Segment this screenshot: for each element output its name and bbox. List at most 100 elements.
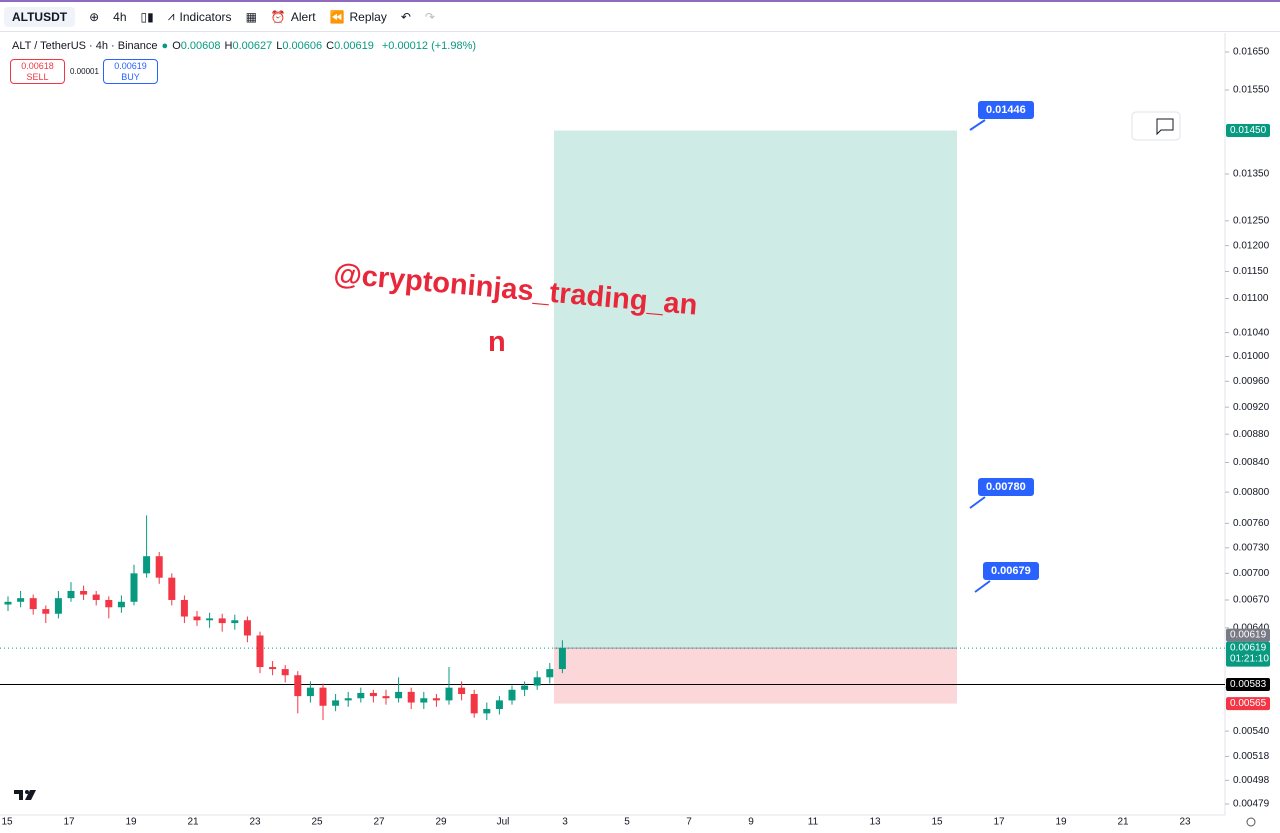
candle-body	[117, 601, 125, 608]
candle-body	[218, 618, 226, 624]
y-tick-label: 0.00518	[1233, 751, 1270, 762]
alert[interactable]: ⏰ Alert	[270, 9, 316, 24]
chart-type-icon[interactable]: ▯▮	[140, 9, 154, 24]
candle-body	[168, 577, 176, 600]
y-tick-label: 0.01040	[1233, 327, 1270, 338]
y-tick-label: 0.00730	[1233, 542, 1270, 553]
candle-body	[281, 669, 289, 676]
symbol[interactable]: ALTUSDT	[4, 6, 76, 27]
y-tick-label: 0.01000	[1233, 351, 1270, 362]
y-tick-label: 0.00920	[1233, 402, 1270, 413]
candle-body	[357, 692, 365, 699]
indicators-label: Indicators	[179, 9, 232, 24]
candle-body	[29, 598, 37, 610]
callout-pointer	[974, 580, 991, 593]
x-tick-label: 13	[869, 817, 881, 828]
y-tick-label: 0.00670	[1233, 595, 1270, 606]
replay[interactable]: ⏪ Replay	[329, 9, 387, 24]
y-tick-label: 0.00479	[1233, 799, 1270, 810]
y-tick-label: 0.01550	[1233, 85, 1270, 96]
y-tick-label: 0.00800	[1233, 487, 1270, 498]
layouts[interactable]: ▦	[245, 9, 257, 24]
candle-body	[495, 700, 503, 710]
loss-zone	[554, 648, 957, 704]
candle-body	[155, 556, 163, 578]
candle-body	[458, 687, 466, 694]
ohlc-key: L	[276, 40, 283, 52]
compare[interactable]: ⊕	[89, 9, 100, 24]
candle-body	[67, 590, 75, 599]
callout-pointer	[969, 119, 986, 131]
candle-body	[546, 669, 554, 678]
ohlc-value: 0.00608	[180, 40, 221, 52]
target-price-label-text: 0.01450	[1230, 125, 1267, 136]
x-tick-label: 27	[373, 817, 385, 828]
spread: 0.00001	[70, 67, 99, 76]
candle-body	[319, 687, 327, 706]
callout: 0.00679	[983, 562, 1039, 580]
y-tick-label: 0.01100	[1233, 293, 1269, 304]
alert-label: Alert	[290, 9, 316, 24]
candle-body	[256, 635, 264, 668]
x-tick-label: 15	[1, 817, 13, 828]
settings-icon[interactable]	[1246, 817, 1256, 827]
candle-body	[382, 696, 390, 699]
candle-body	[42, 609, 50, 614]
candle-body	[306, 687, 314, 697]
x-tick-label: 9	[748, 817, 754, 828]
sell-label: SELL	[26, 72, 49, 82]
y-tick-label: 0.01200	[1233, 240, 1270, 251]
x-tick-label: 15	[931, 817, 943, 828]
ohlc-key: O	[172, 40, 181, 52]
x-tick-label: 11	[808, 817, 819, 828]
candle-body	[407, 691, 415, 703]
x-tick-label: 5	[624, 817, 630, 828]
candle-body	[193, 616, 201, 621]
interval[interactable]: 4h	[113, 9, 127, 24]
redo[interactable]: ↷	[424, 9, 435, 24]
candle-body	[369, 692, 377, 697]
x-tick-label: 7	[686, 817, 692, 828]
tv-logo	[14, 790, 36, 800]
indicators[interactable]: ⩘ Indicators	[167, 9, 232, 24]
last-price-label	[1226, 641, 1270, 667]
sell-button[interactable]: 0.00618 SELL	[10, 59, 65, 84]
candle-body	[4, 601, 12, 605]
ohlc-value: 0.00606	[282, 40, 323, 52]
candle-body	[332, 700, 340, 706]
stop-price-label	[1226, 697, 1270, 711]
callout: 0.01446	[978, 101, 1034, 119]
ohlc-key: C	[326, 40, 335, 52]
profit-zone	[554, 130, 957, 649]
stop-price-label-text: 0.00565	[1230, 698, 1267, 709]
callout-pointer	[969, 496, 986, 509]
y-tick-label: 0.00760	[1233, 518, 1270, 529]
candle-body	[105, 599, 113, 608]
candle-body	[533, 677, 541, 686]
candle-body	[80, 590, 88, 595]
y-tick-label: 0.00880	[1233, 429, 1270, 440]
undo[interactable]: ↶	[400, 9, 411, 24]
candle-body	[470, 693, 478, 714]
y-tick-label: 0.00960	[1233, 376, 1270, 387]
buy-button[interactable]: 0.00619 BUY	[103, 59, 158, 84]
x-tick-label: Jul	[497, 817, 510, 828]
x-tick-label: 19	[125, 817, 137, 828]
entry-price-label	[1226, 628, 1270, 642]
candle-body	[344, 698, 352, 701]
last-price-label-text: 0.00619	[1230, 643, 1267, 654]
ohlc-key: H	[224, 40, 233, 52]
candle-body	[269, 667, 277, 670]
y-tick-label: 0.01650	[1233, 47, 1270, 58]
candle-body	[395, 691, 403, 699]
candle-body	[243, 620, 251, 636]
x-tick-label: 21	[187, 817, 199, 828]
x-tick-label: 21	[1117, 817, 1129, 828]
candle-body	[483, 709, 491, 714]
y-tick-label: 0.00640	[1233, 622, 1270, 633]
candle-body	[432, 698, 440, 701]
ohlc-value: 0.00619	[334, 40, 374, 52]
status-dot: ●	[161, 40, 169, 52]
